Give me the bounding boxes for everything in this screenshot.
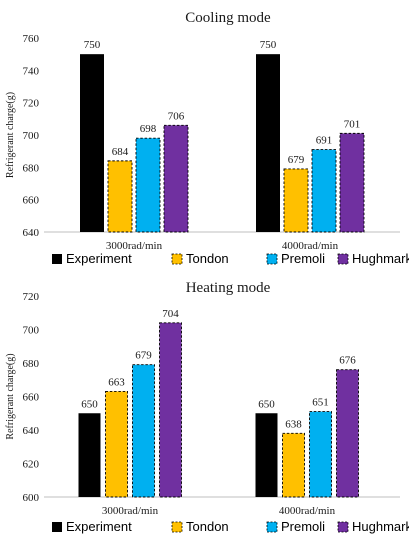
bar-experiment-0 (78, 413, 101, 497)
y-tick-label: 660 (23, 195, 40, 207)
legend-label: Hughmark (352, 251, 409, 266)
legend-swatch-tondon (171, 521, 183, 533)
data-label: 679 (135, 350, 152, 362)
bar-hughmark-1 (336, 369, 359, 498)
data-label: 706 (168, 110, 185, 122)
y-tick-label: 640 (23, 425, 40, 437)
y-tick-label: 680 (23, 358, 40, 370)
y-tick-label: 680 (23, 162, 40, 174)
data-label: 684 (112, 146, 129, 158)
legend-swatch-tondon (171, 253, 183, 265)
y-axis-label: Refrigerant charge(g) (5, 92, 16, 178)
data-label: 704 (162, 308, 179, 320)
legend-swatch-hughmark (337, 521, 349, 533)
legend: Experiment Tondon Premoli Hughmark (52, 251, 409, 266)
legend-swatch-experiment (52, 254, 62, 264)
bar-premoli-1 (311, 149, 337, 233)
y-tick-label: 740 (23, 65, 40, 77)
legend-swatch-premoli (266, 253, 278, 265)
bar-experiment-1 (255, 413, 278, 497)
legend-label: Premoli (281, 251, 325, 266)
data-label: 750 (260, 39, 277, 51)
legend-label: Experiment (66, 519, 132, 534)
bar-hughmark-0 (163, 124, 189, 233)
bar-experiment-1 (256, 54, 280, 232)
data-label: 663 (108, 376, 125, 388)
x-tick-label: 4000rad/min (279, 505, 336, 517)
bar-premoli-1 (309, 411, 332, 498)
y-tick-label: 700 (23, 130, 40, 142)
bar-premoli-0 (132, 364, 155, 498)
data-label: 701 (344, 118, 361, 130)
chart-panel-0: Cooling mode Refrigerant charge(g) 640 660 6… (5, 10, 409, 266)
data-label: 650 (258, 398, 275, 410)
legend-label: Hughmark (352, 519, 409, 534)
legend-label: Premoli (281, 519, 325, 534)
bar-tondon-1 (282, 432, 305, 498)
y-tick-label: 600 (23, 492, 40, 504)
data-label: 638 (285, 418, 302, 430)
legend-label: Tondon (186, 251, 229, 266)
bar-experiment-0 (80, 54, 104, 232)
bar-tondon-1 (283, 168, 309, 233)
data-label: 698 (140, 123, 157, 135)
legend-swatch-experiment (52, 522, 62, 532)
chart-title: Heating mode (186, 280, 271, 296)
x-tick-label: 4000rad/min (282, 240, 339, 252)
data-label: 676 (339, 355, 356, 367)
x-tick-label: 3000rad/min (106, 240, 163, 252)
legend-swatch-hughmark (337, 253, 349, 265)
x-tick-label: 3000rad/min (102, 505, 159, 517)
legend: Experiment Tondon Premoli Hughmark (52, 519, 409, 534)
y-tick-label: 660 (23, 392, 40, 404)
bar-hughmark-1 (339, 132, 365, 233)
y-tick-label: 640 (23, 227, 40, 239)
data-label: 651 (312, 397, 329, 409)
bar-hughmark-0 (159, 322, 182, 498)
y-tick-label: 620 (23, 459, 40, 471)
legend-swatch-premoli (266, 521, 278, 533)
y-tick-label: 760 (23, 33, 40, 45)
bar-premoli-0 (135, 137, 161, 233)
data-label: 679 (288, 154, 305, 166)
data-label: 691 (316, 135, 333, 147)
legend-label: Experiment (66, 251, 132, 266)
data-label: 750 (84, 39, 101, 51)
bar-tondon-0 (105, 391, 128, 498)
y-tick-label: 720 (23, 98, 40, 110)
chart-title: Cooling mode (185, 10, 271, 26)
bar-tondon-0 (107, 160, 133, 233)
y-tick-label: 700 (23, 325, 40, 337)
y-axis-label: Refrigerant charge(g) (5, 353, 16, 439)
y-tick-label: 720 (23, 291, 40, 303)
chart-panel-1: Heating mode Refrigerant charge(g) 600 620 6… (5, 280, 409, 534)
legend-label: Tondon (186, 519, 229, 534)
data-label: 650 (81, 398, 98, 410)
